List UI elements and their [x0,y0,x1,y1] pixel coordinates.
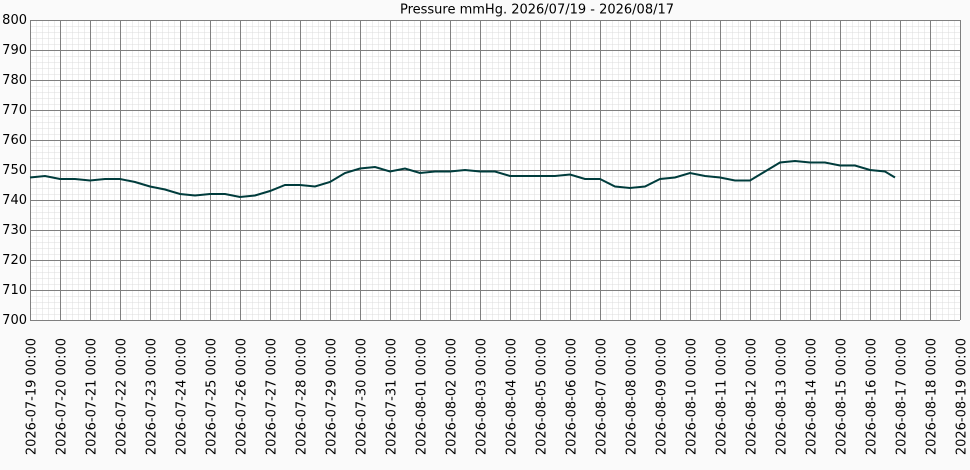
y-tick-label: 790 [2,43,27,58]
x-tick-label: 2026-07-30 00:00 [355,338,370,455]
x-tick-label: 2026-08-02 00:00 [445,338,460,455]
x-tick-label: 2026-08-16 00:00 [865,338,880,455]
x-tick-label: 2026-08-17 00:00 [895,338,910,455]
x-tick-label: 2026-08-08 00:00 [625,338,640,455]
x-tick-label: 2026-08-18 00:00 [925,338,940,455]
y-tick-label: 770 [2,103,27,118]
x-tick-label: 2026-08-07 00:00 [595,338,610,455]
data-line [29,159,896,199]
x-tick-label: 2026-07-22 00:00 [115,338,130,455]
x-tick-label: 2026-07-28 00:00 [295,338,310,455]
x-tick-label: 2026-08-19 00:00 [955,338,970,455]
x-tick-label: 2026-08-09 00:00 [655,338,670,455]
x-tick-label: 2026-08-05 00:00 [535,338,550,455]
x-tick-label: 2026-08-10 00:00 [685,338,700,455]
x-tick-label: 2026-08-03 00:00 [475,338,490,455]
y-tick-label: 710 [2,283,27,298]
x-tick-label: 2026-07-26 00:00 [235,338,250,455]
x-tick-label: 2026-07-25 00:00 [205,338,220,455]
y-tick-label: 760 [2,133,27,148]
x-tick-label: 2026-07-19 00:00 [25,338,40,455]
y-tick-label: 740 [2,193,27,208]
x-tick-label: 2026-08-15 00:00 [835,338,850,455]
y-tick-label: 730 [2,223,27,238]
x-tick-label: 2026-08-04 00:00 [505,338,520,455]
y-tick-label: 720 [2,253,27,268]
x-tick-label: 2026-07-23 00:00 [145,338,160,455]
x-tick-label: 2026-07-31 00:00 [385,338,400,455]
y-tick-label: 750 [2,163,27,178]
x-tick-label: 2026-07-21 00:00 [85,338,100,455]
x-tick-label: 2026-07-29 00:00 [325,338,340,455]
x-tick-label: 2026-08-12 00:00 [745,338,760,455]
y-tick-label: 800 [2,13,27,28]
x-tick-label: 2026-08-11 00:00 [715,338,730,455]
x-tick-label: 2026-08-14 00:00 [805,338,820,455]
x-tick-label: 2026-08-13 00:00 [775,338,790,455]
y-tick-label: 780 [2,73,27,88]
x-tick-label: 2026-07-20 00:00 [55,338,70,455]
chart-title: Pressure mmHg. 2026/07/19 - 2026/08/17 [400,3,674,18]
x-tick-label: 2026-08-06 00:00 [565,338,580,455]
x-tick-label: 2026-07-24 00:00 [175,338,190,455]
x-tick-label: 2026-08-01 00:00 [415,338,430,455]
x-tick-label: 2026-07-27 00:00 [265,338,280,455]
y-tick-label: 700 [2,313,27,328]
